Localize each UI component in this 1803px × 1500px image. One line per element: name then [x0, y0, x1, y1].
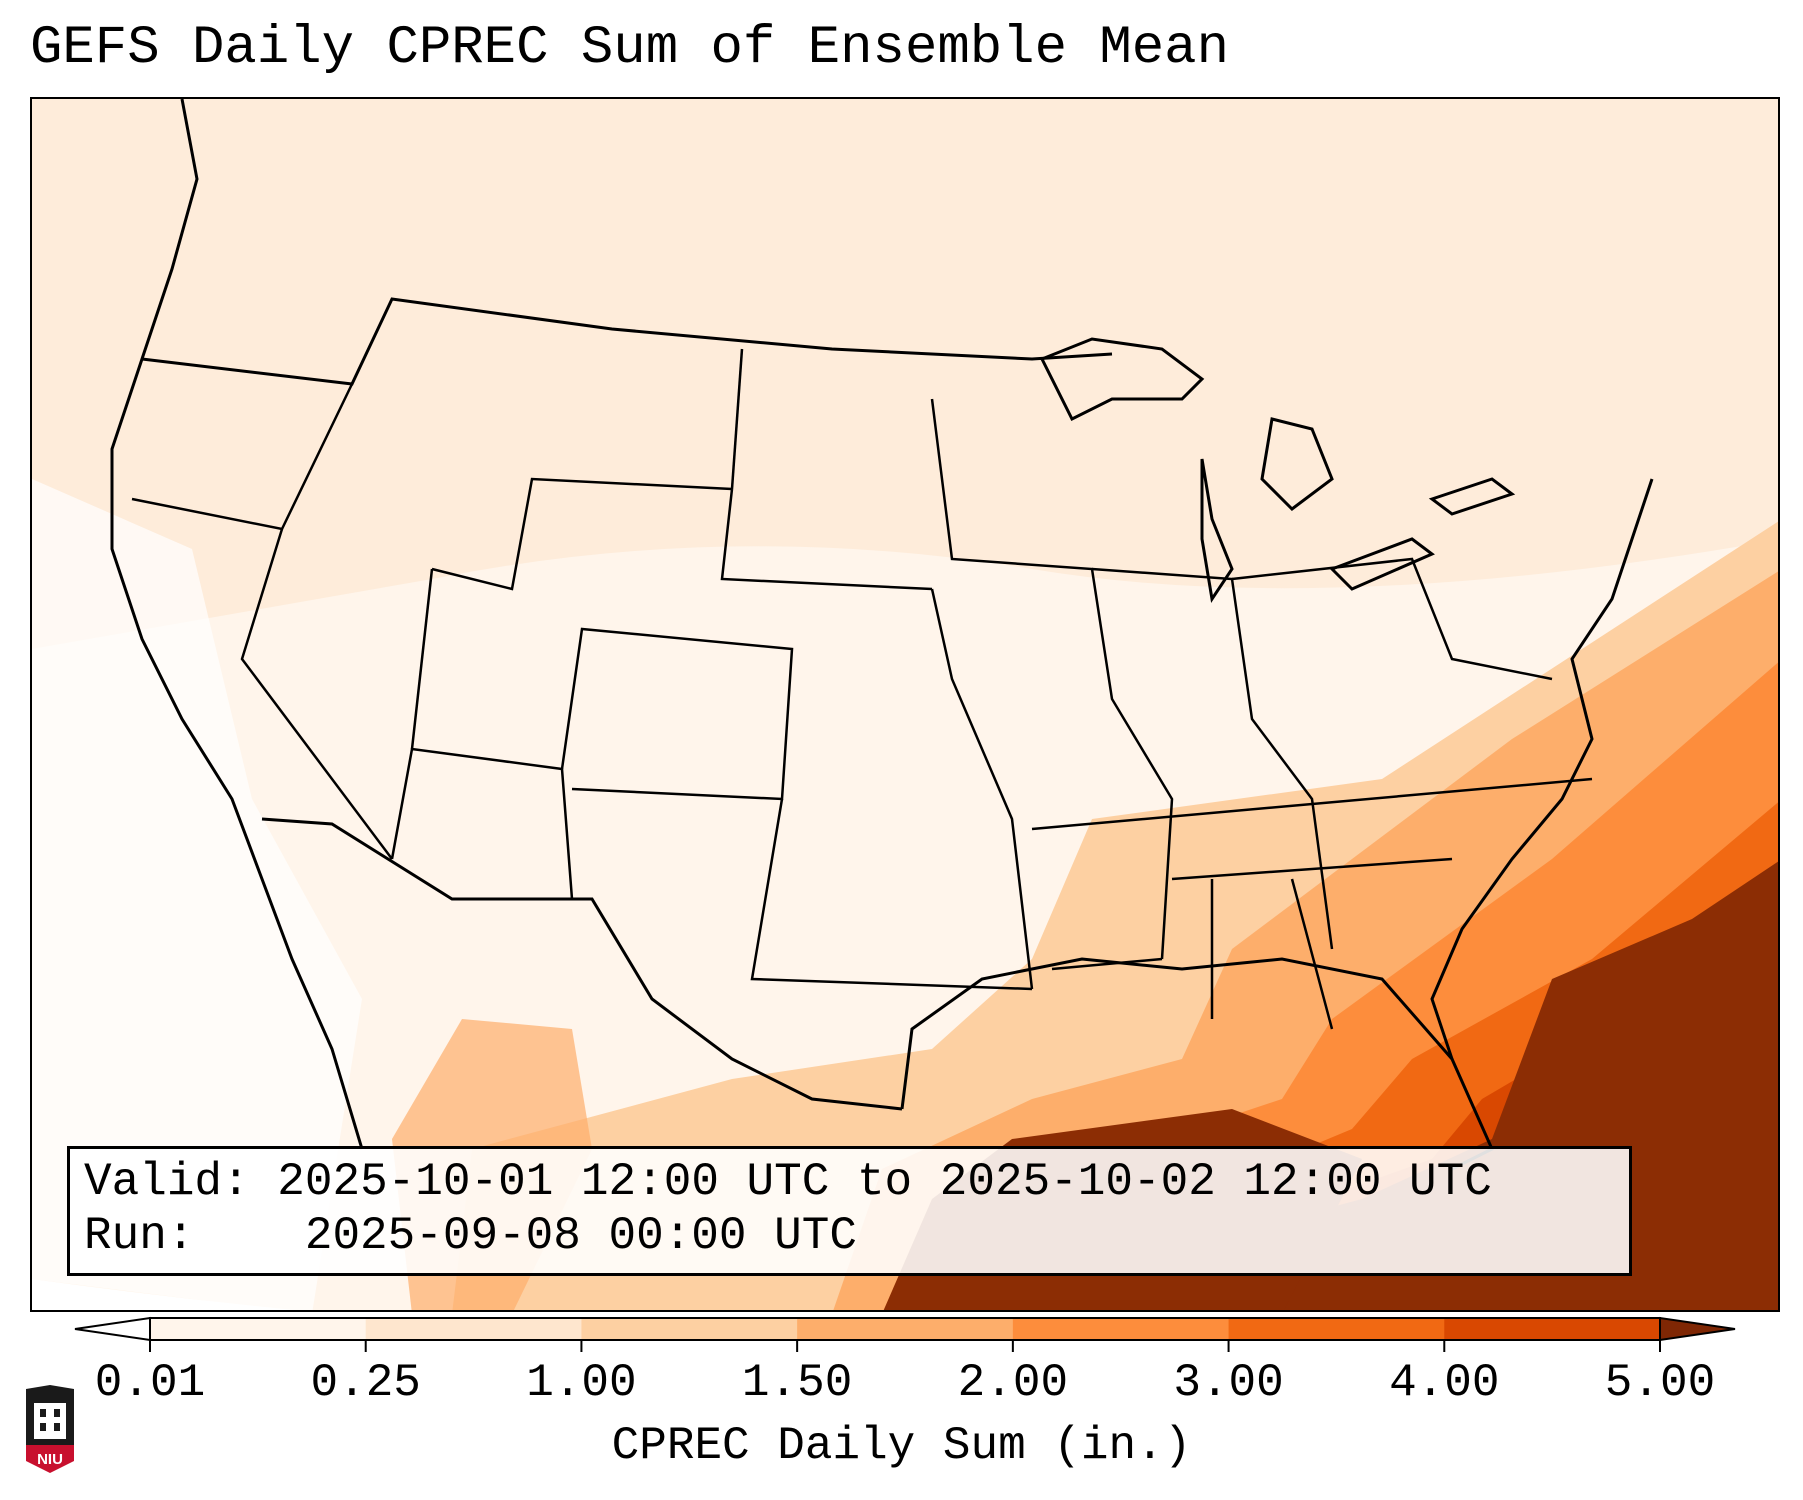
lake-erie	[1329, 537, 1435, 591]
us-mexico-border	[261, 817, 903, 1111]
colorbar-segment	[797, 1318, 1014, 1340]
run-value: 2025-09-08 00:00 UTC	[304, 1210, 857, 1262]
colorbar-segment	[1012, 1318, 1230, 1340]
colorbar-tick-label: 1.00	[526, 1357, 637, 1409]
colorbar-label: CPREC Daily Sum (in.)	[611, 1420, 1192, 1472]
run-row: Run: 2025-09-08 00:00 UTC	[84, 1209, 1615, 1263]
state-border-al-ga-2	[1290, 878, 1334, 1030]
logo-text: NIU	[37, 1451, 63, 1468]
colorbar	[74, 1316, 1736, 1352]
state-border-la-ms	[1051, 957, 1163, 971]
colorbar-tick-label: 1.50	[741, 1357, 853, 1409]
logo-shield-bottom	[26, 1445, 74, 1473]
state-border-ks-mo	[930, 588, 1034, 990]
colorbar-tick-label: 3.00	[1173, 1357, 1284, 1409]
colorbar-under-arrow	[74, 1316, 151, 1342]
state-border-nv	[240, 528, 393, 860]
colorbar-tick-label: 0.25	[310, 1357, 421, 1409]
run-label: Run:	[84, 1210, 195, 1262]
niu-logo: NIU	[26, 1385, 74, 1473]
dry-region-west	[32, 479, 362, 1310]
gulf-coastline	[900, 957, 1494, 1171]
logo-window-2	[54, 1409, 60, 1417]
state-border-az	[390, 747, 574, 900]
state-border-il-in	[1091, 567, 1334, 950]
map-panel	[30, 97, 1780, 1312]
colorbar-tick-label: 2.00	[957, 1357, 1069, 1409]
lake-superior	[1039, 337, 1205, 422]
colorbar-segment	[150, 1318, 367, 1340]
valid-label: Valid:	[84, 1156, 250, 1208]
state-border-wy	[431, 477, 733, 591]
state-border-mt-nd	[730, 348, 744, 490]
colorbar-tick-label: 4.00	[1389, 1357, 1500, 1409]
colorbar-over-arrow	[1659, 1316, 1736, 1342]
colorbar-segment	[1444, 1318, 1661, 1340]
state-border-mn-ia	[930, 398, 1174, 960]
valid-value: 2025-10-01 12:00 UTC to 2025-10-02 12:00…	[277, 1156, 1492, 1208]
lake-huron	[1260, 417, 1334, 511]
logo-building	[34, 1403, 66, 1439]
logo-window-1	[40, 1409, 46, 1417]
state-border-al-ga	[1171, 857, 1453, 881]
state-border-tx-ok	[750, 798, 1033, 991]
state-border-co	[560, 627, 794, 801]
valid-run-info-box: Valid: 2025-10-01 12:00 UTC to 2025-10-0…	[67, 1146, 1632, 1276]
precip-band-light	[32, 99, 1778, 649]
colorbar-segment	[1228, 1318, 1445, 1340]
valid-row: Valid: 2025-10-01 12:00 UTC to 2025-10-0…	[84, 1155, 1615, 1209]
precip-map	[32, 99, 1778, 1310]
colorbar-tick-label: 5.00	[1604, 1357, 1716, 1409]
state-border-tn-ky	[1031, 777, 1593, 831]
colorbar-tick-label: 0.01	[94, 1357, 206, 1409]
lake-michigan	[1200, 458, 1234, 603]
colorbar-outline	[149, 1317, 1661, 1341]
colorbar-segment	[365, 1318, 582, 1340]
map-title: GEFS Daily CPREC Sum of Ensemble Mean	[30, 18, 1229, 79]
state-border-ut	[410, 568, 434, 750]
logo-window-4	[54, 1423, 60, 1431]
logo-window-3	[40, 1423, 46, 1431]
state-border-sd-ne	[720, 488, 933, 591]
east-coastline	[1430, 478, 1654, 1060]
west-coastline	[110, 99, 364, 1150]
state-border-oh-pa	[1231, 557, 1553, 681]
lake-ontario	[1428, 477, 1516, 516]
colorbar-segment	[581, 1318, 798, 1340]
state-borders	[131, 348, 1593, 1030]
